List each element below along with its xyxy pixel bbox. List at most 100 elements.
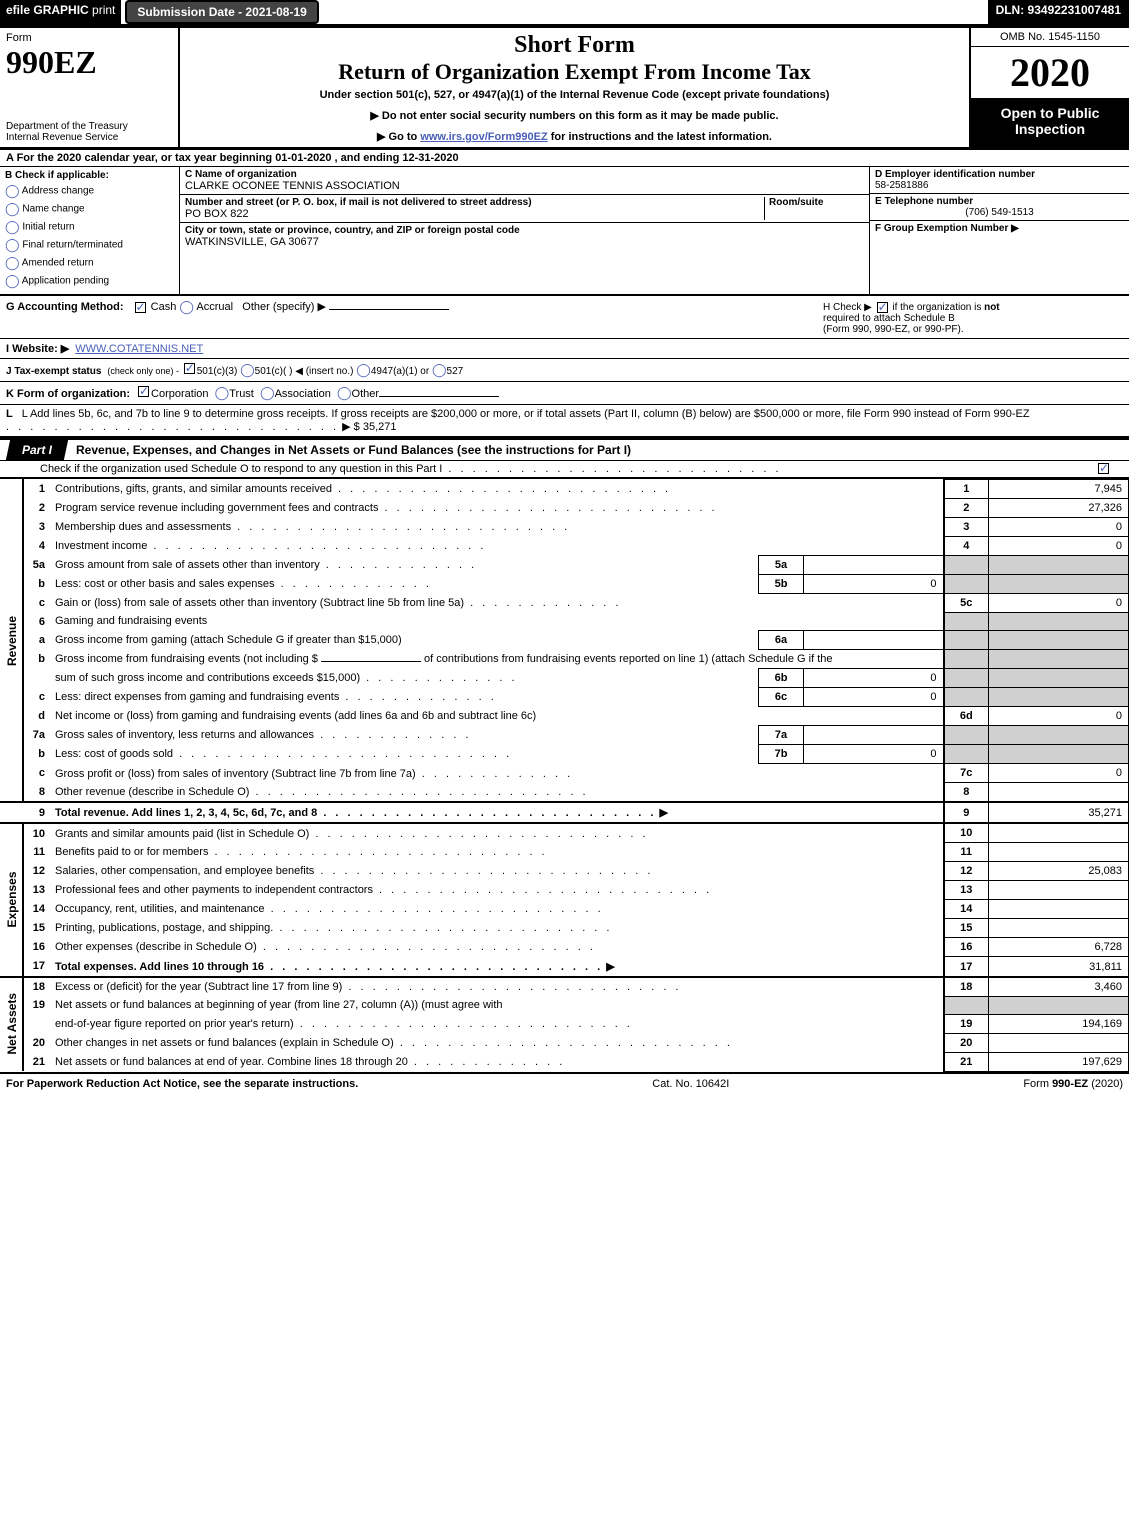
other-specify-line[interactable] <box>329 309 449 310</box>
tax-year: 2020 <box>971 47 1129 99</box>
row-l-gross: L L Add lines 5b, 6c, and 7b to line 9 t… <box>0 405 1129 438</box>
department-label: Department of the Treasury Internal Reve… <box>6 121 172 143</box>
footer-left: For Paperwork Reduction Act Notice, see … <box>6 1078 358 1090</box>
cb-cash[interactable] <box>135 302 146 313</box>
cb-name-change[interactable]: ◯ Name change <box>5 201 174 217</box>
val-6a <box>804 631 944 650</box>
val-7a <box>804 726 944 745</box>
cb-address-change[interactable]: ◯ Address change <box>5 183 174 199</box>
section-c-org: C Name of organization CLARKE OCONEE TEN… <box>180 167 869 294</box>
cb-527[interactable]: ◯ <box>432 362 447 378</box>
row-i-website: I Website: ▶ WWW.COTATENNIS.NET <box>0 339 1129 359</box>
val-10 <box>989 823 1129 843</box>
val-11 <box>989 843 1129 862</box>
org-city: WATKINSVILLE, GA 30677 <box>185 236 319 248</box>
val-13 <box>989 881 1129 900</box>
cb-501c[interactable]: ◯ <box>240 362 255 378</box>
cb-assoc[interactable]: ◯ <box>260 385 275 401</box>
submission-date-badge: Submission Date - 2021-08-19 <box>125 0 318 24</box>
val-6b: 0 <box>804 669 944 688</box>
print-link[interactable]: print <box>92 3 115 17</box>
website-link[interactable]: WWW.COTATENNIS.NET <box>75 343 203 355</box>
dept-line1: Department of the Treasury <box>6 121 128 132</box>
form-header: Form 990EZ Department of the Treasury In… <box>0 26 1129 150</box>
val-7b: 0 <box>804 745 944 764</box>
contrib-line[interactable] <box>321 661 421 662</box>
val-2: 27,326 <box>989 498 1129 517</box>
val-6c: 0 <box>804 688 944 707</box>
section-b-checkboxes: B Check if applicable: ◯ Address change … <box>0 167 180 294</box>
efile-badge: efile GRAPHIC print <box>0 0 121 24</box>
i-label: I Website: ▶ <box>6 342 69 355</box>
room-label: Room/suite <box>769 197 823 208</box>
city-label: City or town, state or province, country… <box>185 225 520 236</box>
val-21: 197,629 <box>989 1052 1129 1071</box>
val-1: 7,945 <box>989 479 1129 498</box>
cb-amended-return[interactable]: ◯ Amended return <box>5 255 174 271</box>
footer-right: Form 990-EZ (2020) <box>1023 1078 1123 1090</box>
val-16: 6,728 <box>989 938 1129 957</box>
part1-title: Revenue, Expenses, and Changes in Net As… <box>66 440 641 460</box>
note2-pre: ▶ Go to <box>377 131 420 143</box>
form-title-long: Return of Organization Exempt From Incom… <box>190 59 959 85</box>
val-4: 0 <box>989 536 1129 555</box>
cb-initial-return[interactable]: ◯ Initial return <box>5 219 174 235</box>
val-20 <box>989 1033 1129 1052</box>
cb-schedule-o[interactable] <box>1098 463 1109 474</box>
top-bar: efile GRAPHIC print Submission Date - 20… <box>0 0 1129 26</box>
page-footer: For Paperwork Reduction Act Notice, see … <box>0 1072 1129 1094</box>
cb-other[interactable]: ◯ <box>337 385 352 401</box>
irs-link[interactable]: www.irs.gov/Form990EZ <box>420 131 547 143</box>
instructions-link-line: ▶ Go to www.irs.gov/Form990EZ for instru… <box>190 130 959 143</box>
cb-corp[interactable] <box>138 386 149 397</box>
header-left: Form 990EZ Department of the Treasury In… <box>0 28 180 147</box>
side-netassets: Net Assets <box>0 977 23 1072</box>
part1-sub: Check if the organization used Schedule … <box>0 461 1129 479</box>
form-number: 990EZ <box>6 44 172 81</box>
g-label: G Accounting Method: <box>6 301 124 313</box>
efile-prefix: efile <box>6 3 30 17</box>
street-label: Number and street (or P. O. box, if mail… <box>185 197 532 208</box>
row-g-h: G Accounting Method: Cash ◯ Accrual Othe… <box>0 296 1129 339</box>
header-right: OMB No. 1545-1150 2020 Open to Public In… <box>969 28 1129 147</box>
cb-trust[interactable]: ◯ <box>215 385 230 401</box>
header-center: Short Form Return of Organization Exempt… <box>180 28 969 147</box>
section-a-taxyear: A For the 2020 calendar year, or tax yea… <box>0 150 1129 167</box>
footer-center: Cat. No. 10642I <box>358 1078 1023 1090</box>
c-label: C Name of organization <box>185 169 297 180</box>
side-expenses: Expenses <box>0 823 23 977</box>
l-arrow: ▶ $ <box>342 421 360 433</box>
val-12: 25,083 <box>989 862 1129 881</box>
org-name: CLARKE OCONEE TENNIS ASSOCIATION <box>185 180 400 192</box>
part1-tab: Part I <box>6 440 68 460</box>
part1-worksheet: Revenue 1 Contributions, gifts, grants, … <box>0 479 1129 1072</box>
cb-accrual[interactable]: ◯ <box>179 299 194 314</box>
cb-h-check[interactable] <box>877 302 888 313</box>
cb-4947[interactable]: ◯ <box>356 362 371 378</box>
cb-final-return[interactable]: ◯ Final return/terminated <box>5 237 174 253</box>
val-5b: 0 <box>804 574 944 593</box>
val-7c: 0 <box>989 764 1129 783</box>
d-label: D Employer identification number <box>875 169 1035 180</box>
section-d-e-f: D Employer identification number 58-2581… <box>869 167 1129 294</box>
val-14 <box>989 900 1129 919</box>
side-revenue: Revenue <box>0 479 23 802</box>
other-org-line[interactable] <box>379 396 499 397</box>
val-18: 3,460 <box>989 977 1129 997</box>
val-17: 31,811 <box>989 957 1129 977</box>
val-5a <box>804 555 944 574</box>
note2-post: for instructions and the latest informat… <box>548 131 772 143</box>
form-word: Form <box>6 32 172 44</box>
dept-line2: Internal Revenue Service <box>6 132 118 143</box>
e-label: E Telephone number <box>875 196 973 207</box>
efile-graphic: GRAPHIC <box>33 3 88 17</box>
open-to-public: Open to Public Inspection <box>971 99 1129 147</box>
cb-application-pending[interactable]: ◯ Application pending <box>5 273 174 289</box>
val-19: 194,169 <box>989 1014 1129 1033</box>
row-k-formorg: K Form of organization: Corporation ◯ Tr… <box>0 382 1129 405</box>
l-amount: 35,271 <box>363 421 397 433</box>
part1-header: Part I Revenue, Expenses, and Changes in… <box>0 438 1129 461</box>
cb-501c3[interactable] <box>184 363 195 374</box>
omb-number: OMB No. 1545-1150 <box>971 28 1129 47</box>
b-label: B Check if applicable: <box>5 170 109 181</box>
